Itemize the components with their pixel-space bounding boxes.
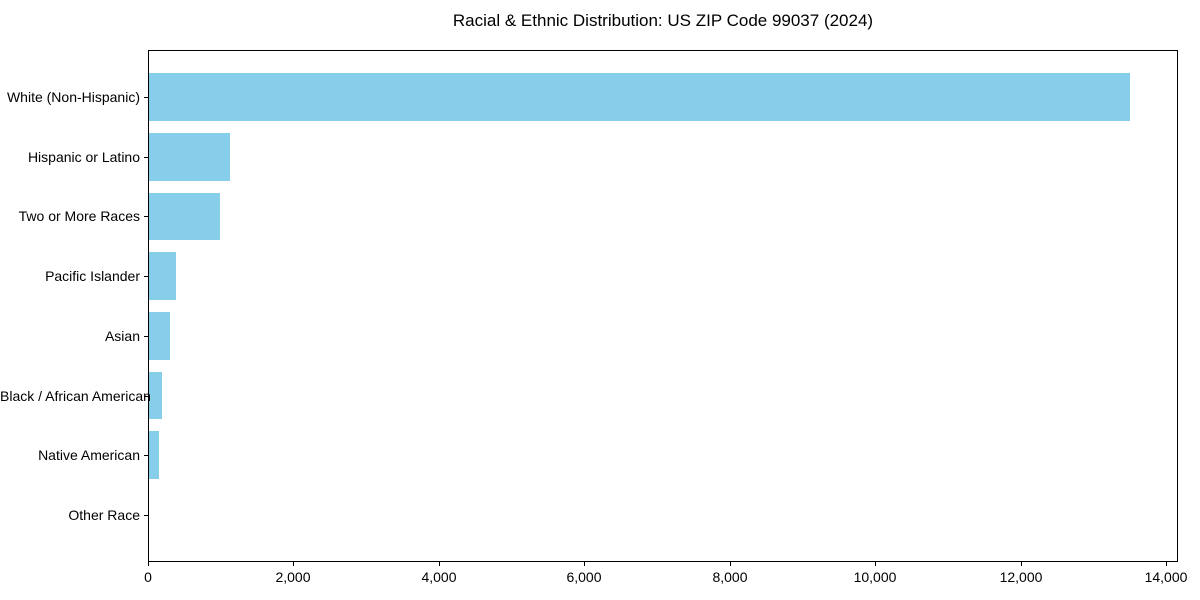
bar [149,252,176,301]
y-tick-mark [144,276,148,277]
y-axis-category-label: Asian [104,328,140,344]
x-axis-tick-label: 10,000 [853,569,897,585]
x-tick-mark [730,562,731,566]
y-axis-category-label: White (Non-Hispanic) [6,89,140,105]
bar [149,431,159,480]
y-axis-category-label: Black / African American [0,388,151,404]
bar [149,311,170,360]
x-axis-tick-label: 6,000 [566,569,602,585]
x-axis-tick-label: 14,000 [1144,569,1188,585]
x-axis-tick-label: 8,000 [712,569,748,585]
x-tick-mark [1021,562,1022,566]
y-axis-category-label: Hispanic or Latino [27,149,140,165]
x-axis-tick-label: 12,000 [999,569,1043,585]
chart-title: Racial & Ethnic Distribution: US ZIP Cod… [452,11,874,30]
x-axis-tick-label: 4,000 [421,569,457,585]
y-tick-mark [144,455,148,456]
bar [149,73,1130,121]
x-tick-mark [293,562,294,566]
bar [149,192,220,241]
y-tick-mark [144,336,148,337]
y-tick-mark [144,396,148,397]
x-tick-mark [584,562,585,566]
x-axis-tick-label: 2,000 [275,569,311,585]
x-axis-tick-label: 0 [144,569,152,585]
x-tick-mark [148,562,149,566]
x-tick-mark [1166,562,1167,566]
y-axis-category-label: Native American [38,447,140,463]
y-axis-category-label: Pacific Islander [45,268,140,284]
y-tick-mark [144,97,148,98]
plot-area [148,50,1178,562]
y-tick-mark [144,515,148,516]
x-tick-mark [439,562,440,566]
y-axis-category-label: Two or More Races [18,208,140,224]
y-tick-mark [144,157,148,158]
y-axis-category-label: Other Race [68,507,140,523]
bar [149,132,230,181]
x-tick-mark [875,562,876,566]
y-tick-mark [144,216,148,217]
bar [149,371,162,420]
